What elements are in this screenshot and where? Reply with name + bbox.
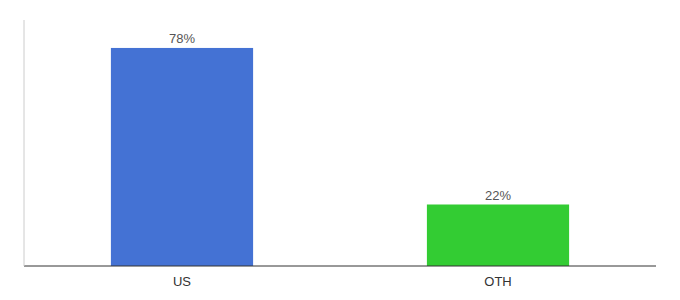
x-axis-line: [24, 266, 656, 267]
y-axis-line: [24, 20, 25, 266]
chart-container: 78% 22% US OTH: [0, 0, 680, 300]
x-tick-label: US: [173, 274, 191, 289]
bar: [427, 205, 569, 267]
bars: [111, 48, 569, 266]
data-label: 22%: [485, 188, 511, 203]
chart: 78% 22% US OTH: [0, 0, 680, 300]
bar: [111, 48, 253, 266]
data-label: 78%: [169, 31, 195, 46]
x-tick-label: OTH: [484, 274, 511, 289]
